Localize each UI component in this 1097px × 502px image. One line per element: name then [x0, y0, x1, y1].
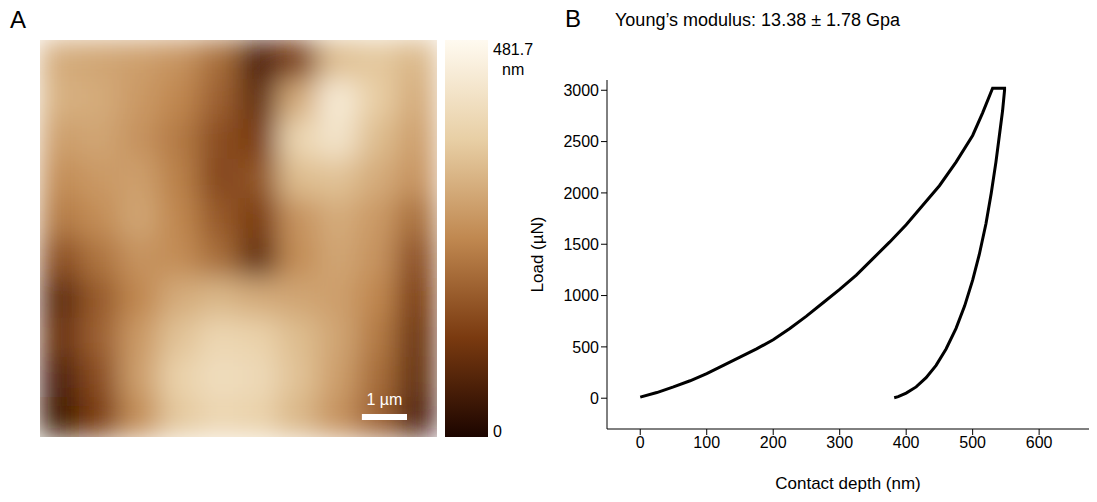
svg-text:1500: 1500 — [563, 236, 599, 253]
svg-text:500: 500 — [959, 434, 986, 451]
svg-text:400: 400 — [893, 434, 920, 451]
html-text:B: B — [565, 5, 581, 32]
svg-text:300: 300 — [826, 434, 853, 451]
svg-text:500: 500 — [572, 339, 599, 356]
svg-text:Load (µN): Load (µN) — [528, 217, 547, 293]
svg-text:2000: 2000 — [563, 185, 599, 202]
svg-text:nm: nm — [502, 61, 524, 78]
svg-text:0: 0 — [636, 434, 645, 451]
svg-text:A: A — [10, 6, 26, 33]
svg-text:0: 0 — [590, 390, 599, 407]
svg-text:Contact depth (nm): Contact depth (nm) — [775, 474, 921, 493]
html-text:Young’s modulus: 13.38 ± 1.78: Young’s modulus: 13.38 ± 1.78 Gpa — [615, 10, 901, 30]
svg-text:481.7: 481.7 — [493, 41, 533, 58]
svg-text:3000: 3000 — [563, 82, 599, 99]
svg-text:0: 0 — [493, 423, 502, 440]
svg-text:2500: 2500 — [563, 133, 599, 150]
svg-text:200: 200 — [760, 434, 787, 451]
svg-text:1 µm: 1 µm — [366, 391, 402, 408]
svg-text:1000: 1000 — [563, 287, 599, 304]
svg-text:100: 100 — [693, 434, 720, 451]
svg-text:600: 600 — [1026, 434, 1053, 451]
